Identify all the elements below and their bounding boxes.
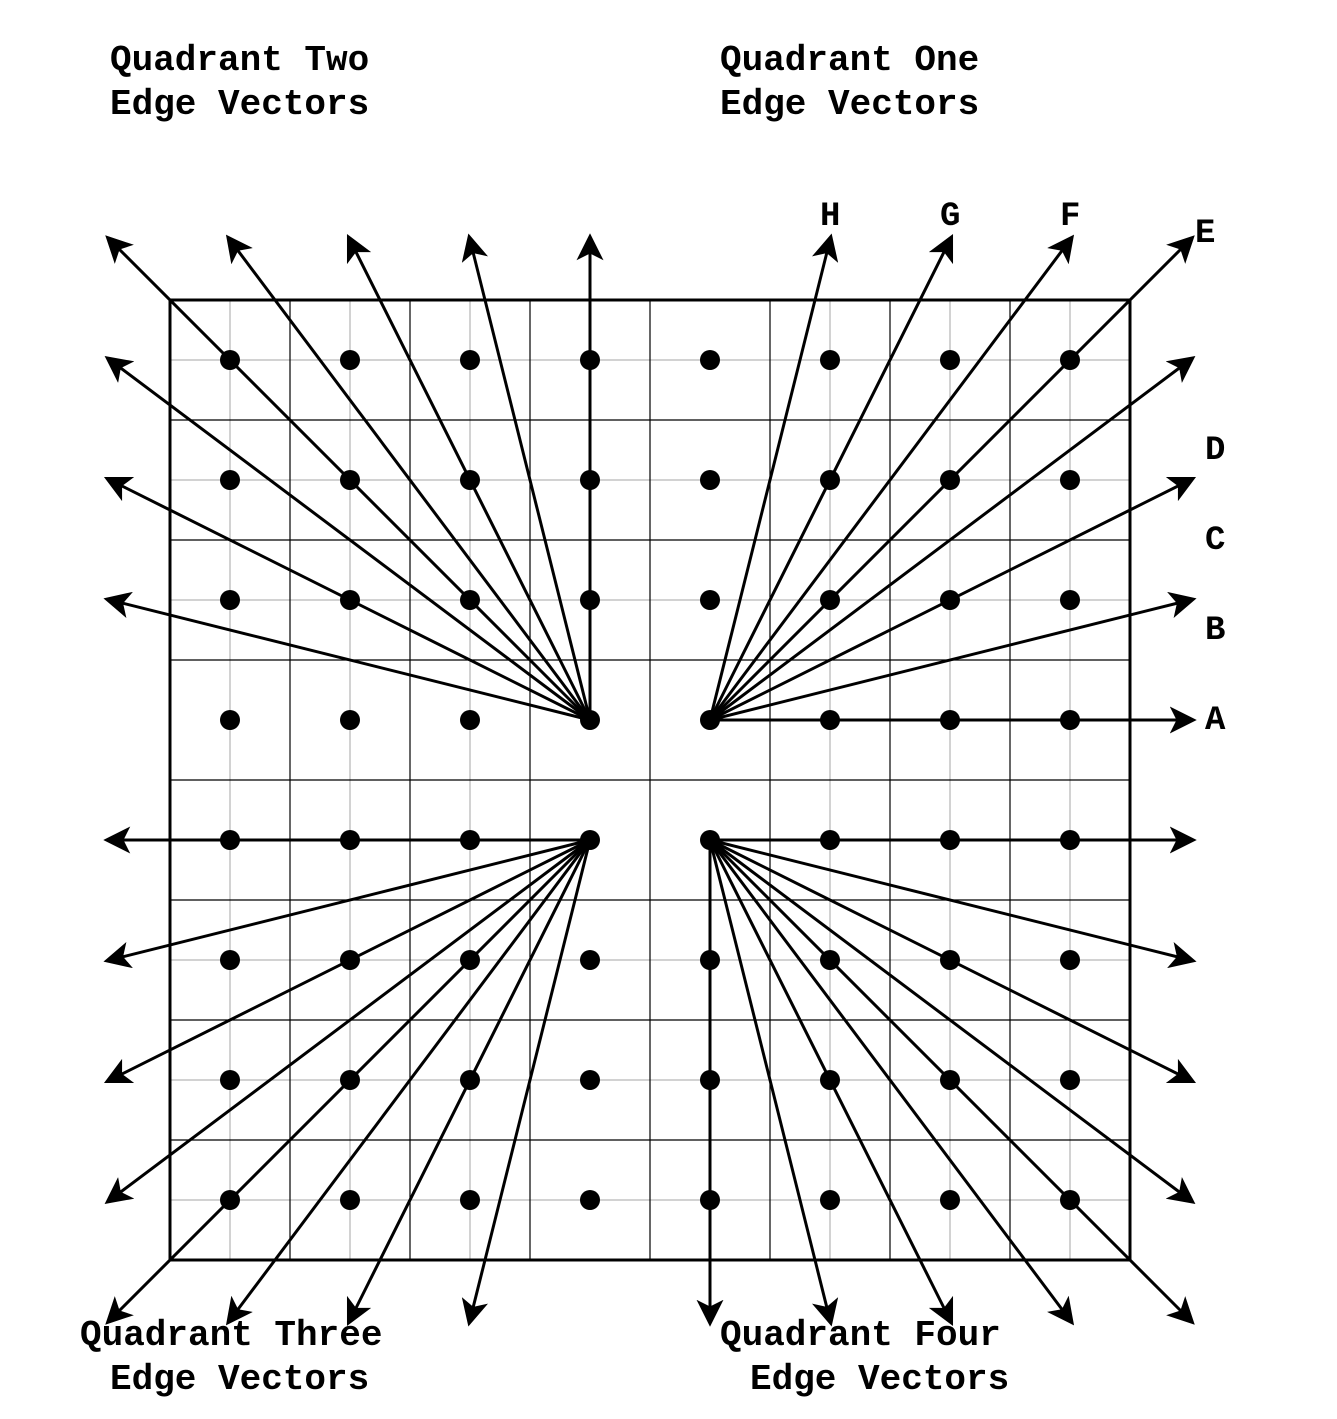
edge-vector-diagram [0,0,1337,1419]
